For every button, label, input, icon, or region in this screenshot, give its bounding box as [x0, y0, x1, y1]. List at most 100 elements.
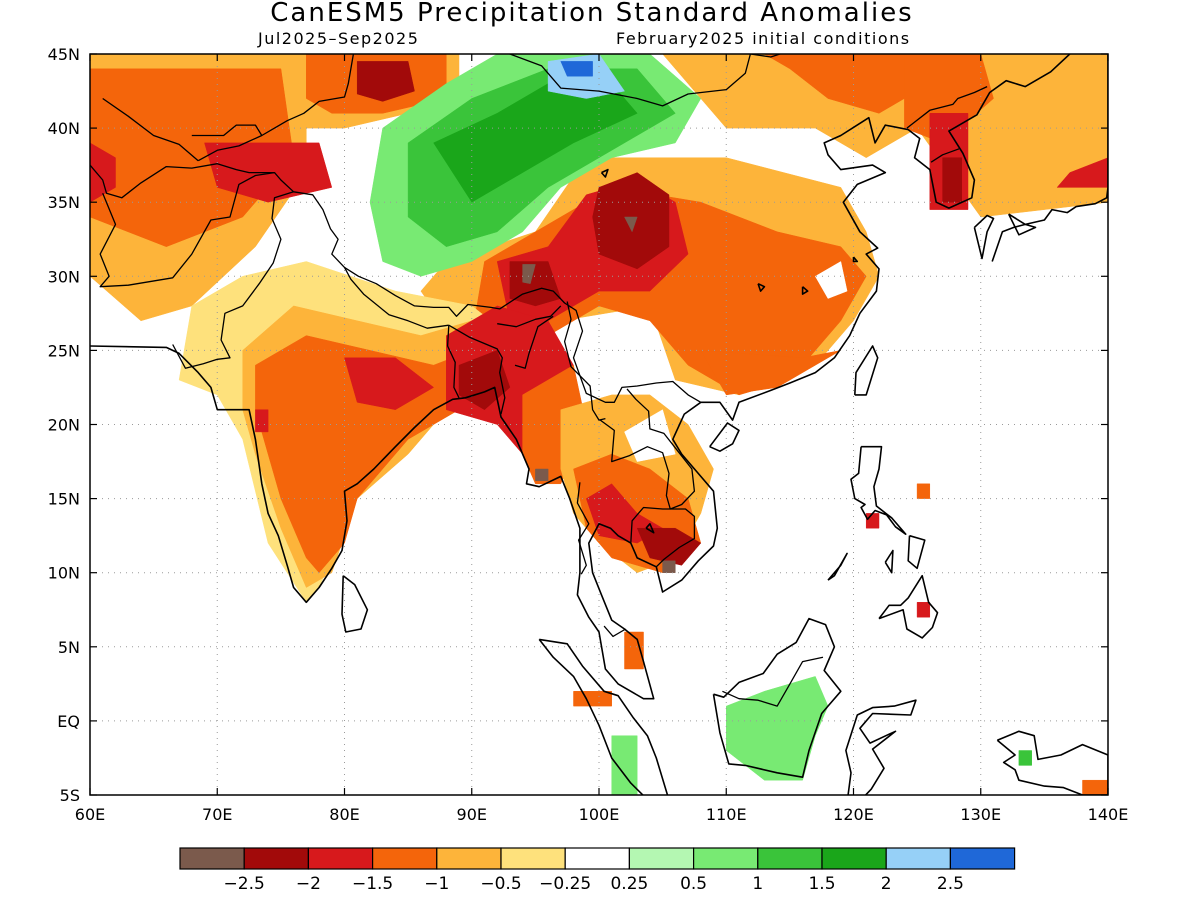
colorbar-label: −0.5: [480, 874, 521, 894]
anomaly-region-new-guinea: [1018, 750, 1032, 766]
colorbar-swatch: [821, 847, 887, 870]
colorbar-swatch: [885, 847, 952, 870]
country-border: [906, 86, 988, 129]
coastline: [709, 422, 740, 452]
anomaly-region-iran: [90, 142, 116, 203]
coastline: [996, 730, 1108, 795]
country-border: [507, 54, 783, 107]
coastline: [341, 575, 369, 633]
colorbar-swatch: [564, 847, 631, 870]
country-border: [576, 482, 590, 575]
anomaly-region-cambodia: [636, 527, 702, 566]
x-tick-label: 120E: [833, 805, 874, 824]
y-tick-label: 35N: [48, 193, 80, 212]
y-tick-label: 20N: [48, 416, 80, 435]
y-tick-label: 45N: [48, 45, 80, 64]
colorbar-label: 1.5: [808, 874, 835, 894]
figure-subtitle-init: February2025 initial conditions: [616, 29, 911, 48]
anomaly-region-mongolia-core: [356, 61, 415, 102]
anomaly-region-sumatra: [573, 691, 612, 707]
anomaly-region-north-china: [763, 54, 931, 114]
anomaly-region-laos-gap: [624, 409, 676, 462]
coastline: [827, 552, 848, 581]
country-border: [446, 325, 460, 399]
map-panel: 60E 70E 80E 90E 100E 110E 120E 130E 140E 45N 40N 3…: [48, 45, 1129, 824]
colorbar-label: −1.5: [352, 874, 393, 894]
anomaly-region-japan: [1056, 157, 1108, 188]
y-tick-label: 10N: [48, 564, 80, 583]
anomaly-region-philippines: [916, 483, 931, 499]
coastline: [850, 445, 907, 535]
anomaly-region-sumatra-south: [611, 735, 638, 795]
anomaly-region-myanmar-coast: [535, 468, 549, 482]
colorbar-swatch: [372, 847, 438, 870]
anomaly-region-western-asia: [90, 68, 294, 247]
anomaly-region-korea: [942, 157, 962, 203]
country-border: [261, 54, 355, 137]
x-tick-label: 100E: [579, 805, 620, 824]
y-tick-label: 15N: [48, 490, 80, 509]
y-tick-label: 25N: [48, 341, 80, 360]
anomaly-region-new-guinea-east: [1082, 779, 1108, 795]
anomaly-region-luzon: [865, 513, 880, 529]
coastline: [1007, 213, 1037, 236]
longitude-axis: 60E 70E 80E 90E 100E 110E 120E 130E 140E: [75, 54, 1129, 824]
anomaly-region-china-gap: [814, 261, 848, 299]
colorbar-label: −0.25: [539, 874, 591, 894]
y-tick-label: 30N: [48, 267, 80, 286]
colorbar-label: 0.5: [680, 874, 707, 894]
country-border: [172, 191, 294, 369]
colorbar: −2.5 −2 −1.5 −1 −0.5 −0.25 0.25 0.5 1 1.5 2 2.5: [179, 847, 1016, 894]
coastline: [538, 638, 669, 795]
country-border: [930, 148, 960, 163]
lake-outline: [600, 168, 609, 178]
anomaly-region-cambodia: [662, 560, 676, 573]
colorbar-label: 0.25: [610, 874, 648, 894]
coastline-border-layer: [90, 54, 1108, 795]
y-tick-label: 5N: [58, 638, 80, 657]
country-border: [630, 506, 671, 544]
lake-outline: [801, 286, 809, 295]
country-border: [102, 97, 199, 162]
colorbar-label: 1: [752, 874, 763, 894]
anomaly-region-malaysia: [624, 631, 644, 670]
anomaly-region-borneo: [726, 676, 829, 781]
colorbar-swatch: [243, 847, 309, 870]
lake-outline: [852, 256, 859, 263]
country-border: [722, 656, 824, 707]
country-border: [514, 315, 554, 369]
x-tick-label: 140E: [1088, 805, 1129, 824]
coastline: [878, 574, 939, 639]
anomaly-region-tarim: [433, 83, 638, 203]
country-border: [191, 124, 263, 162]
country-border: [90, 163, 702, 403]
colorbar-label: −1: [424, 874, 449, 894]
anomaly-region-north-china: [662, 54, 1108, 218]
country-border: [603, 625, 627, 638]
coastline: [712, 617, 842, 778]
colorbar-swatch: [500, 847, 566, 870]
colorbar-label: −2: [296, 874, 321, 894]
lake-outline: [757, 282, 766, 292]
anomaly-region-south-china: [700, 350, 841, 396]
coastline: [854, 345, 879, 396]
x-tick-label: 80E: [329, 805, 359, 824]
colorbar-swatch: [628, 847, 695, 870]
colorbar-swatch: [757, 847, 823, 870]
anomaly-region-sichuan: [624, 216, 638, 233]
country-border: [497, 305, 562, 328]
country-border: [626, 388, 696, 510]
x-tick-label: 90E: [457, 805, 487, 824]
colorbar-swatch: [692, 847, 759, 870]
colorbar-label: −2.5: [224, 874, 265, 894]
country-border: [563, 301, 606, 421]
country-border: [343, 267, 449, 329]
colorbar-swatch: [307, 847, 374, 870]
country-border: [99, 171, 275, 288]
coastline: [907, 534, 926, 570]
y-tick-label: 40N: [48, 119, 80, 138]
x-tick-label: 130E: [960, 805, 1001, 824]
latitude-axis: 45N 40N 35N 30N 25N 20N 15N 10N 5N EQ 5S: [48, 45, 1108, 805]
anomaly-region-india-central: [344, 357, 435, 410]
